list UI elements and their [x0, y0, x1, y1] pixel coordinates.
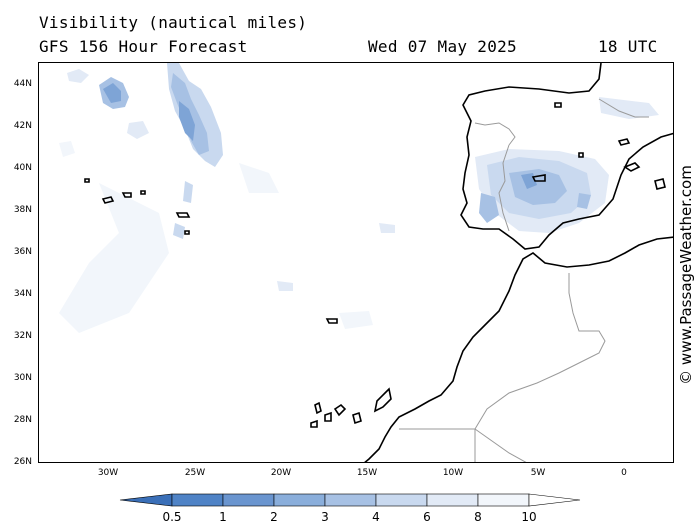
legend-segment-1-2	[222, 493, 275, 507]
iberia-visibility-shading	[475, 97, 659, 233]
lat-label-30n: 30N	[13, 373, 32, 383]
lon-label-25w: 25W	[184, 468, 206, 478]
lat-label-38n: 38N	[13, 205, 32, 215]
lat-label-44n: 44N	[13, 79, 32, 89]
map-title: Visibility (nautical miles)	[39, 13, 308, 32]
legend-label-3: 3	[321, 510, 329, 524]
lat-label-28n: 28N	[13, 415, 32, 425]
lat-label-40n: 40N	[13, 163, 32, 173]
lat-label-34n: 34N	[13, 289, 32, 299]
lon-label-0: 0	[621, 468, 627, 478]
legend-segment-8-10	[477, 493, 530, 507]
legend-label-0-5: 0.5	[162, 510, 182, 524]
forecast-model-label: GFS 156 Hour Forecast	[39, 37, 248, 56]
legend-label-10: 10	[521, 510, 537, 524]
legend-label-1: 1	[219, 510, 227, 524]
legend-segment-0-5-1	[171, 493, 224, 507]
legend-segment-6-8	[426, 493, 479, 507]
lon-label-30w: 30W	[97, 468, 119, 478]
lat-label-36n: 36N	[13, 247, 32, 257]
visibility-shading	[59, 63, 395, 333]
country-borders	[399, 98, 649, 462]
forecast-hour: 18 UTC	[598, 37, 658, 56]
lon-label-5w: 5W	[530, 468, 546, 478]
legend-label-6: 6	[423, 510, 431, 524]
lat-label-32n: 32N	[13, 331, 32, 341]
legend-label-8: 8	[474, 510, 482, 524]
legend-segment-above-10	[528, 493, 581, 507]
legend-segment-2-3	[273, 493, 326, 507]
lat-label-42n: 42N	[13, 121, 32, 131]
lon-label-15w: 15W	[356, 468, 378, 478]
lon-label-10w: 10W	[442, 468, 464, 478]
lon-label-20w: 20W	[270, 468, 292, 478]
map-canvas	[59, 63, 673, 462]
legend-segment-4-6	[375, 493, 428, 507]
credit-watermark: © www.PassageWeather.com	[677, 165, 695, 385]
legend-label-4: 4	[372, 510, 380, 524]
map-area[interactable]	[38, 62, 674, 463]
coastlines	[84, 63, 673, 462]
lat-label-26n: 26N	[13, 457, 32, 467]
legend-label-2: 2	[270, 510, 278, 524]
legend-segment-3-4	[324, 493, 377, 507]
visibility-legend-bar	[119, 493, 581, 507]
forecast-date: Wed 07 May 2025	[368, 37, 517, 56]
legend-segment-below-0-5	[119, 493, 173, 507]
